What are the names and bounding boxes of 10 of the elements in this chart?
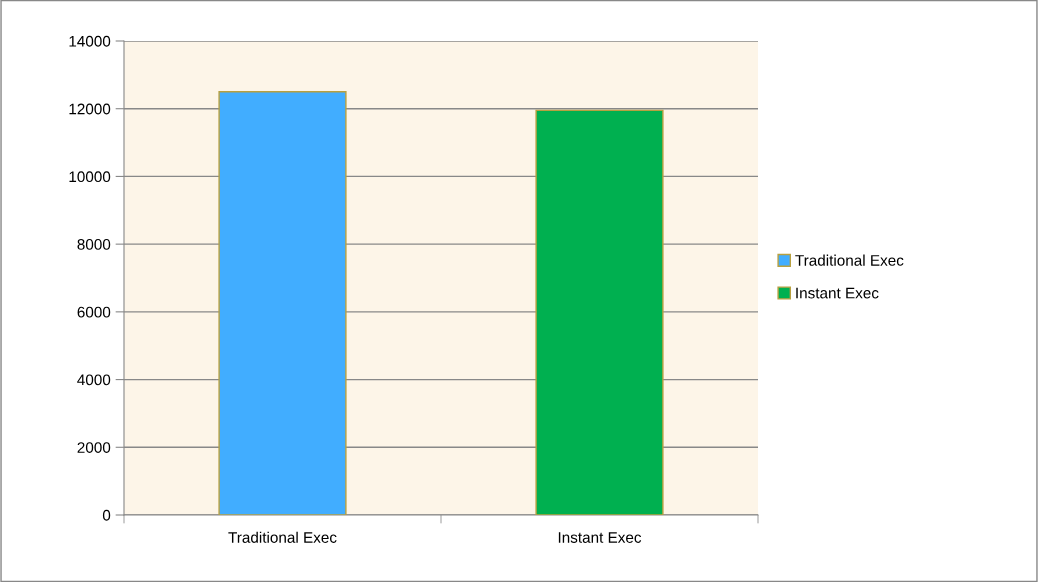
legend-label: Traditional Exec	[795, 254, 904, 266]
y-tick-label: 12000	[69, 103, 111, 115]
y-tick-label: 8000	[77, 239, 111, 250]
y-tick-label: 10000	[69, 171, 111, 183]
legend-label: Instant Exec	[796, 287, 879, 299]
y-tick-label: 4000	[77, 374, 111, 386]
y-tick-label: 14000	[69, 35, 111, 47]
y-tick-label: 2000	[77, 442, 111, 453]
y-tick-label: 0	[102, 509, 111, 521]
y-tick-label: 6000	[77, 306, 111, 318]
